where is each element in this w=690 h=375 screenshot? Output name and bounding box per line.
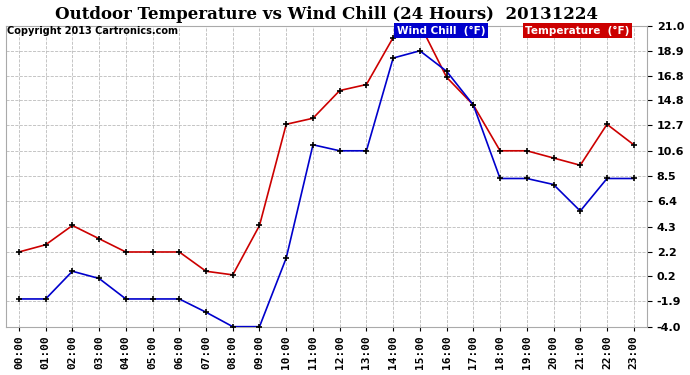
Text: Wind Chill  (°F): Wind Chill (°F) <box>397 26 485 36</box>
Text: Copyright 2013 Cartronics.com: Copyright 2013 Cartronics.com <box>7 26 178 36</box>
Text: Temperature  (°F): Temperature (°F) <box>525 26 629 36</box>
Title: Outdoor Temperature vs Wind Chill (24 Hours)  20131224: Outdoor Temperature vs Wind Chill (24 Ho… <box>55 6 598 22</box>
